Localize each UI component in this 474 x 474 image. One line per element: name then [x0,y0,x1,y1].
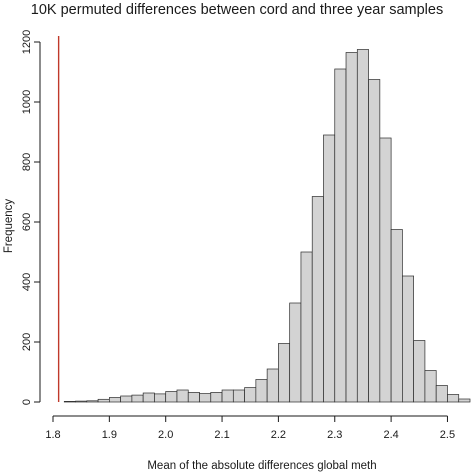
histogram-bar [278,343,291,403]
y-tick-label: 0 [21,399,33,405]
x-tick-label: 2.0 [158,429,173,441]
histogram-bar [75,400,88,403]
histogram-bar [402,275,415,403]
histogram-bar [108,397,121,403]
histogram-bar [345,52,358,403]
histogram-bar [379,137,392,403]
histogram-bar [244,387,257,403]
x-tick-label: 1.8 [45,429,60,441]
y-axis: 0 200 400 600 800 1000 1200 [21,30,41,405]
histogram-bar [154,393,167,403]
x-tick-label: 2.4 [383,429,398,441]
y-tick-label: 800 [21,153,33,171]
histogram-bar [63,401,76,403]
chart-title: 10K permuted differences between cord an… [31,2,443,18]
histogram-bar [266,368,279,403]
y-tick-label: 600 [21,213,33,231]
histogram-bar [221,389,234,403]
x-tick-label: 2.2 [271,429,286,441]
histogram-bar [176,389,189,403]
x-tick-label: 2.5 [440,429,455,441]
y-tick-label: 200 [21,333,33,351]
x-tick-label: 2.1 [214,429,229,441]
histogram-bar [300,251,313,403]
histogram-bar [120,395,133,403]
x-axis: 1.8 1.9 2.0 2.1 2.2 2.3 2.4 2.5 [45,415,455,441]
histogram-bar [142,392,155,403]
histogram-bar [435,385,448,403]
x-tick-label: 2.3 [327,429,342,441]
histogram-bar [289,302,302,403]
histogram-bars [63,49,471,403]
histogram-bar [131,394,144,403]
histogram-bar [255,379,268,403]
histogram-bar [356,49,369,403]
histogram-bar [86,400,99,403]
y-tick-label: 1200 [21,30,33,54]
histogram-bar [424,370,437,403]
x-axis-label: Mean of the absolute differences global … [147,460,376,472]
histogram-bar [368,79,381,403]
histogram-bar [447,394,460,403]
y-tick-label: 1000 [21,90,33,114]
histogram-bar [232,389,245,403]
histogram-bar [97,398,110,403]
histogram-bar [390,229,403,403]
y-tick-label: 400 [21,273,33,291]
x-tick-label: 1.9 [102,429,117,441]
histogram-bar [311,196,324,403]
histogram-bar [199,393,212,403]
y-axis-label: Frequency [3,199,15,254]
histogram-bar [323,134,336,403]
histogram-bar [413,340,426,403]
histogram-bar [210,392,223,403]
histogram-bar [334,68,347,403]
histogram-bar [165,391,178,403]
histogram-bar [458,398,471,403]
histogram-bar [187,392,200,403]
